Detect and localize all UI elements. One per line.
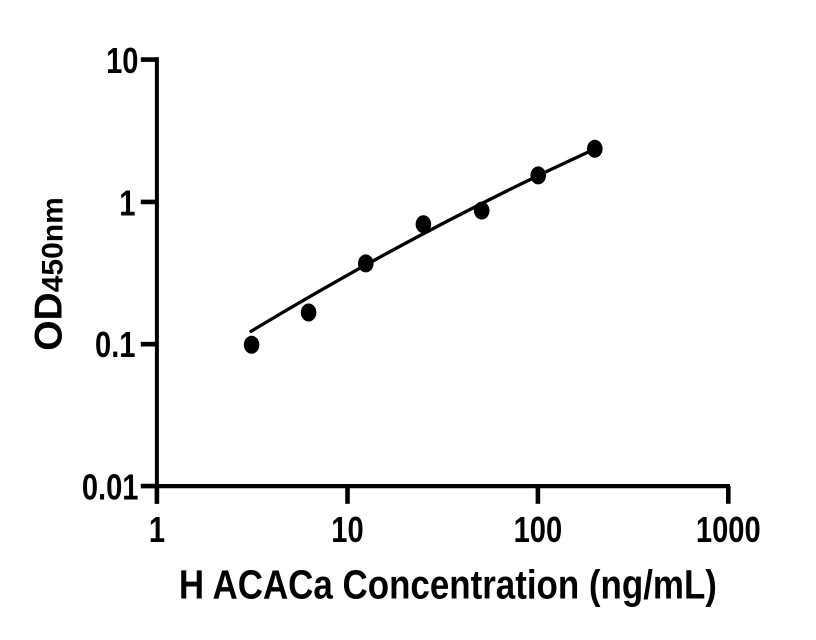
svg-text:H ACACa Concentration (ng/mL): H ACACa Concentration (ng/mL) (179, 562, 717, 608)
svg-text:1000: 1000 (696, 509, 761, 550)
svg-text:10: 10 (106, 40, 138, 81)
svg-text:0.01: 0.01 (82, 466, 139, 507)
svg-text:0.1: 0.1 (95, 324, 135, 365)
svg-text:1: 1 (119, 182, 135, 223)
svg-text:1: 1 (149, 509, 165, 550)
svg-text:100: 100 (514, 509, 563, 550)
svg-text:10: 10 (331, 509, 363, 550)
